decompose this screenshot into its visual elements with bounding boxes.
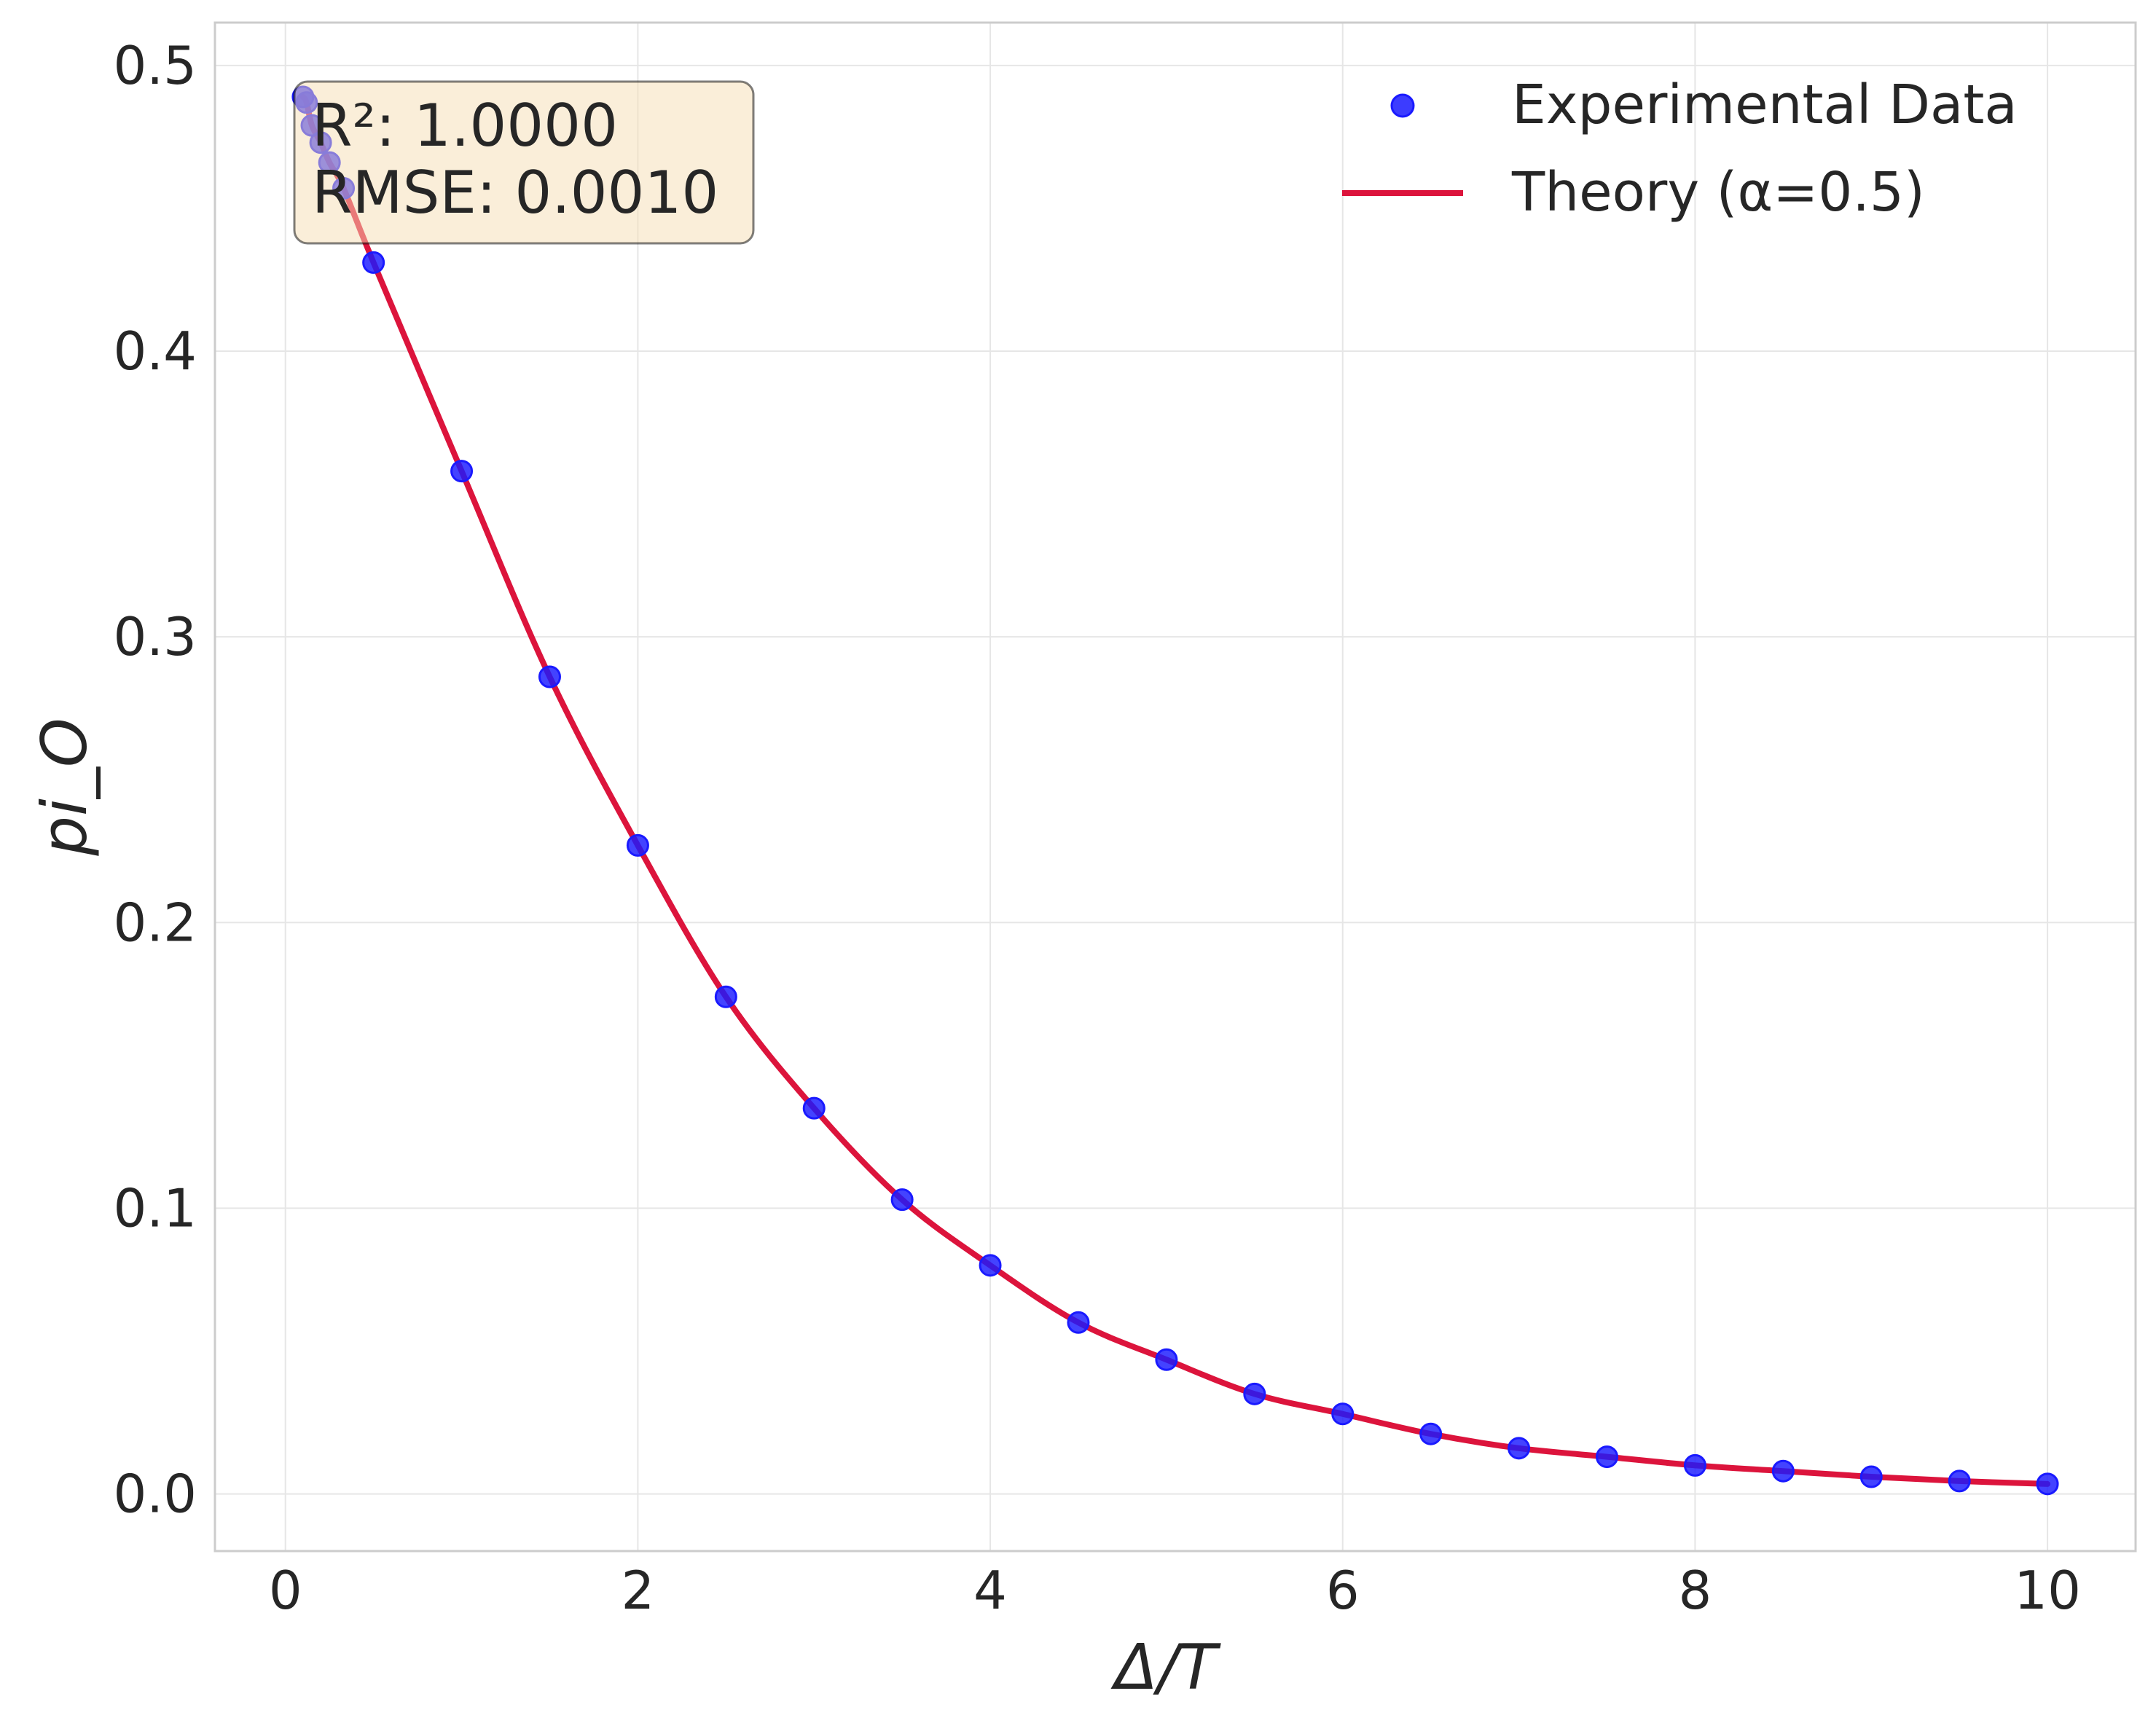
data-point-25 xyxy=(2036,1472,2059,1496)
data-point-22 xyxy=(1771,1459,1795,1483)
stats-box-background xyxy=(293,80,755,245)
y-tick-label-4: 0.4 xyxy=(113,321,197,382)
x-tick-label-5: 10 xyxy=(2014,1560,2081,1621)
y-tick-label-5: 0.5 xyxy=(113,35,197,96)
y-axis-label: pi_O xyxy=(28,718,101,856)
stats-r2: R²: 1.0000 xyxy=(312,92,618,160)
plot-frame xyxy=(213,21,2137,1553)
x-axis-ticks: 0 2 4 6 8 10 xyxy=(269,1560,2081,1621)
data-point-13 xyxy=(979,1254,1002,1277)
y-tick-label-0: 0.0 xyxy=(113,1464,197,1525)
y-axis-ticks: 0.0 0.1 0.2 0.3 0.4 0.5 xyxy=(113,35,197,1525)
data-point-11 xyxy=(802,1096,826,1120)
stats-rmse: RMSE: 0.0010 xyxy=(312,159,718,227)
data-point-19 xyxy=(1508,1437,1531,1460)
x-tick-label-0: 0 xyxy=(269,1560,302,1621)
data-point-8 xyxy=(538,665,561,688)
data-point-6 xyxy=(362,251,385,274)
legend-label-theory: Theory (α=0.5) xyxy=(1511,161,1925,224)
x-axis-label: Δ/T xyxy=(1110,1631,1222,1704)
grid xyxy=(215,23,2136,1551)
x-tick-label-3: 6 xyxy=(1326,1560,1360,1621)
data-point-9 xyxy=(626,833,649,857)
data-point-20 xyxy=(1595,1445,1618,1469)
x-tick-label-4: 8 xyxy=(1679,1560,1712,1621)
y-tick-label-3: 0.3 xyxy=(113,606,197,667)
data-point-15 xyxy=(1155,1348,1178,1371)
plot-background xyxy=(215,23,2136,1551)
legend-label-experimental: Experimental Data xyxy=(1512,74,2018,136)
y-tick-label-1: 0.1 xyxy=(113,1177,197,1239)
data-point-17 xyxy=(1331,1402,1355,1426)
data-point-21 xyxy=(1683,1453,1706,1477)
legend-marker-experimental xyxy=(1390,93,1415,118)
y-tick-label-2: 0.2 xyxy=(113,892,197,953)
x-tick-label-1: 2 xyxy=(621,1560,654,1621)
data-point-7 xyxy=(450,460,474,483)
data-point-18 xyxy=(1419,1422,1443,1445)
data-point-24 xyxy=(1948,1469,1971,1493)
data-point-23 xyxy=(1859,1465,1883,1488)
x-tick-label-2: 4 xyxy=(973,1560,1007,1621)
stats-box: R²: 1.0000 RMSE: 0.0010 xyxy=(293,80,755,245)
data-point-10 xyxy=(714,985,737,1008)
data-point-12 xyxy=(890,1188,914,1212)
legend: Experimental Data Theory (α=0.5) xyxy=(1342,74,2018,224)
data-point-16 xyxy=(1243,1382,1266,1405)
data-point-14 xyxy=(1067,1311,1090,1334)
